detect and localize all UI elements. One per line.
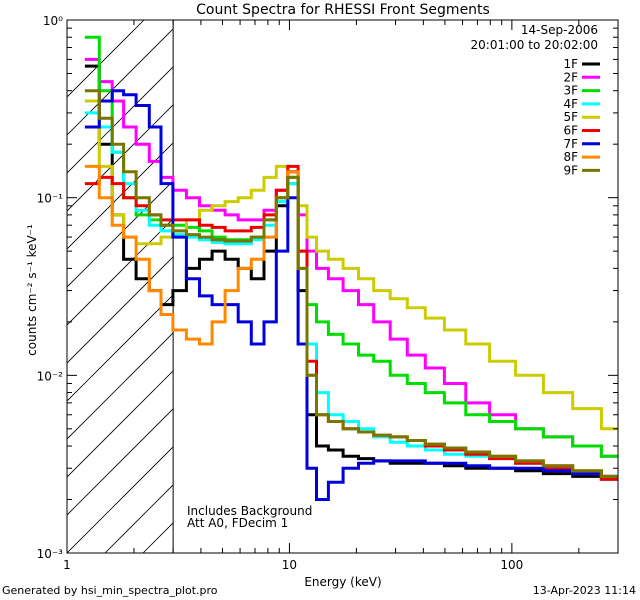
annotation-background: Includes Background bbox=[187, 504, 312, 518]
x-axis-label: Energy (keV) bbox=[304, 575, 381, 589]
chart-title: Count Spectra for RHESSI Front Segments bbox=[196, 2, 490, 18]
x-tick-label: 1 bbox=[63, 558, 71, 572]
time-range-label: 20:01:00 to 20:02:00 bbox=[471, 38, 598, 52]
date-label: 14-Sep-2006 bbox=[521, 23, 598, 37]
hatch-line bbox=[67, 28, 174, 136]
hatch-line bbox=[67, 408, 174, 516]
y-tick-label: 10⁰ bbox=[43, 14, 63, 28]
hatch-line bbox=[67, 66, 174, 174]
y-axis-label: counts cm⁻² s⁻¹ keV⁻¹ bbox=[25, 224, 39, 356]
x-tick-label: 100 bbox=[500, 558, 523, 572]
hatch-line bbox=[67, 104, 174, 212]
legend-label-8F: 8F bbox=[563, 150, 578, 164]
legend-label-1F: 1F bbox=[563, 57, 578, 71]
hatch-line bbox=[67, 218, 174, 326]
legend-label-3F: 3F bbox=[563, 84, 578, 98]
hatch-line bbox=[67, 446, 174, 553]
y-tick-label: 10⁻³ bbox=[37, 547, 64, 561]
hatch-line bbox=[67, 370, 174, 478]
y-tick-label: 10⁻¹ bbox=[37, 192, 64, 206]
y-tick-label: 10⁻² bbox=[37, 369, 64, 383]
annotation-attenuator: Att A0, FDecim 1 bbox=[187, 516, 288, 530]
x-tick-label: 10 bbox=[282, 558, 297, 572]
legend-label-4F: 4F bbox=[563, 97, 578, 111]
generated-timestamp: 13-Apr-2023 11:14 bbox=[533, 584, 636, 597]
legend-label-5F: 5F bbox=[563, 110, 578, 124]
legend-label-7F: 7F bbox=[563, 137, 578, 151]
hatch-line bbox=[67, 256, 174, 364]
legend-label-6F: 6F bbox=[563, 124, 578, 138]
legend-label-9F: 9F bbox=[563, 163, 578, 177]
series-line-9F bbox=[84, 89, 618, 478]
generated-by-label: Generated by hsi_min_spectra_plot.pro bbox=[2, 584, 218, 597]
legend-label-2F: 2F bbox=[563, 70, 578, 84]
plot-frame bbox=[66, 19, 619, 554]
